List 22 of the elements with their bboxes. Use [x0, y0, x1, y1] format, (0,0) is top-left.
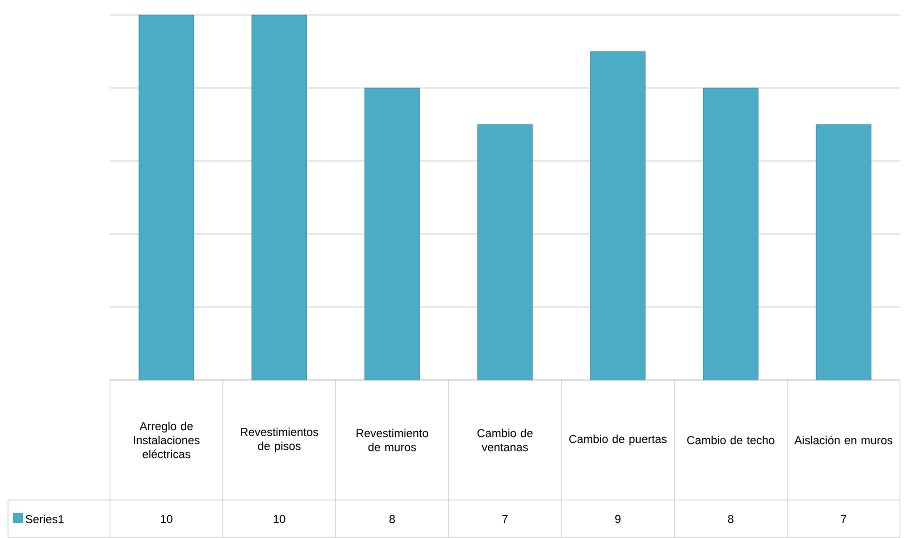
bar [138, 14, 194, 380]
bar [252, 14, 307, 380]
x-tick-label: Cambio de ventanas [477, 428, 533, 452]
x-tick-label: Revestimiento de muros [356, 428, 428, 452]
x-tick-label: Arreglo de Instalaciones eléctricas [134, 422, 200, 458]
data-label: 9 [615, 514, 621, 524]
x-tick-label: Cambio de techo [687, 436, 774, 444]
data-label: 8 [728, 514, 734, 524]
x-tick-label: Revestimientos de pisos [240, 428, 318, 452]
bar [816, 124, 872, 380]
bar [590, 51, 646, 380]
data-label: 10 [274, 514, 286, 524]
data-label: 7 [840, 515, 846, 523]
bar [477, 124, 533, 380]
bar [703, 88, 758, 380]
data-label: 7 [502, 515, 508, 523]
data-label: 10 [160, 514, 172, 524]
x-tick-label: Aislación en muros [794, 436, 892, 444]
data-label: 8 [389, 514, 395, 524]
bar [364, 88, 420, 380]
legend-label: Series1 [26, 514, 64, 524]
x-tick-label: Cambio de puertas [569, 434, 667, 446]
